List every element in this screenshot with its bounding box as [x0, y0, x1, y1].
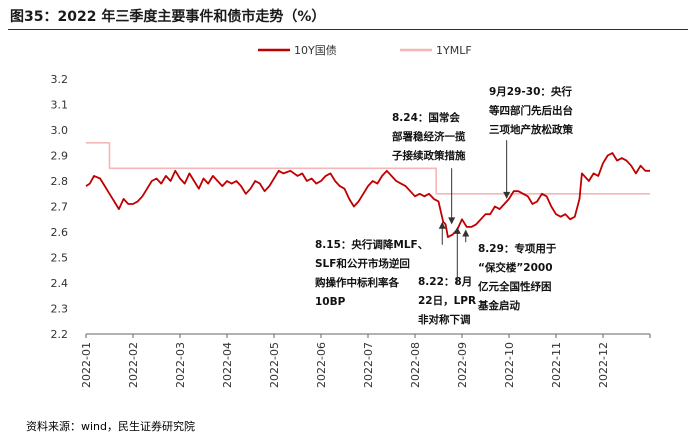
annotation-text: 9月29-30：央行: [489, 85, 572, 98]
y-tick-label: 2.6: [51, 226, 69, 239]
y-tick-label: 3.0: [51, 124, 69, 137]
x-tick-label: 2022-04: [221, 342, 234, 388]
x-tick-label: 2022-08: [409, 342, 422, 388]
x-tick-label: 2022-06: [315, 342, 328, 388]
title-underline: [8, 29, 688, 30]
annotation-text: “保交楼”2000: [478, 261, 553, 274]
annotation-text: 8.22：8月: [418, 276, 472, 288]
annotation-arrowhead: [448, 217, 456, 225]
x-tick-label: 2022-09: [456, 342, 469, 388]
source-note: 资料来源：wind，民生证券研究院: [26, 420, 196, 433]
annotation-arrowhead: [453, 226, 461, 234]
y-tick-label: 2.2: [51, 328, 69, 341]
annotation-text: 8.29：专项用于: [478, 242, 557, 255]
y-tick-label: 3.2: [51, 73, 69, 86]
annotation-a822: 8.22：8月 22日，LPR 非对称下调: [418, 226, 476, 326]
y-tick-label: 2.8: [51, 175, 69, 188]
x-tick-label: 2022-02: [127, 342, 140, 388]
y-tick-label: 2.4: [51, 277, 69, 290]
annotation-text: 三项地产放松政策: [489, 123, 573, 136]
annotation-arrowhead: [438, 221, 446, 229]
annotation-text: 8.24：国常会: [392, 111, 460, 124]
x-tick-label: 2022-10: [503, 342, 516, 388]
x-tick-label: 2022-12: [597, 342, 610, 388]
annotation-text: 购操作中标利率各: [315, 276, 399, 289]
y-tick-label: 2.5: [51, 252, 69, 265]
y-tick-label: 2.3: [51, 303, 69, 316]
series-line-10y: [85, 152, 650, 238]
series-lines: [85, 142, 650, 238]
annotation-text: 部署稳经济一揽: [392, 130, 466, 143]
x-tick-label: 2022-07: [362, 342, 375, 388]
annotation-text: SLF和公开市场逆回: [315, 257, 410, 270]
annotation-text: 子接续政策措施: [392, 149, 466, 162]
annotation-text: 等四部门先后出台: [488, 104, 573, 117]
annotation-text: 基金启动: [477, 299, 520, 312]
annotation-text: 22日，LPR: [418, 295, 476, 307]
legend-label-10y: 10Y国债: [294, 43, 337, 57]
chart-title: 图35：2022 年三季度主要事件和债市走势（%）: [10, 9, 326, 25]
annotation-arrowhead: [462, 229, 470, 237]
legend-label-mlf: 1YMLF: [436, 44, 472, 57]
x-tick-label: 2022-11: [550, 342, 563, 388]
y-tick-label: 2.7: [51, 201, 69, 214]
x-tick-label: 2022-01: [80, 342, 93, 388]
legend: 10Y国债 1YMLF: [258, 43, 472, 57]
y-tick-label: 3.1: [51, 99, 69, 112]
x-tick-label: 2022-05: [268, 342, 281, 388]
annotation-arrowhead: [503, 191, 511, 199]
y-tick-label: 2.9: [51, 150, 69, 163]
annotation-text: 10BP: [315, 296, 346, 308]
axes: 2.2 2.3 2.4 2.5 2.6 2.7 2.8 2.9 3.0 3.1 3.2 2022-01…: [51, 73, 651, 388]
x-tick-label: 2022-03: [174, 342, 187, 388]
annotation-text: 亿元全国性纾困: [478, 280, 552, 293]
annotation-text: 非对称下调: [418, 313, 471, 326]
series-line-1ymlf: [86, 142, 650, 195]
annotation-text: 8.15：央行调降MLF、: [315, 238, 428, 251]
